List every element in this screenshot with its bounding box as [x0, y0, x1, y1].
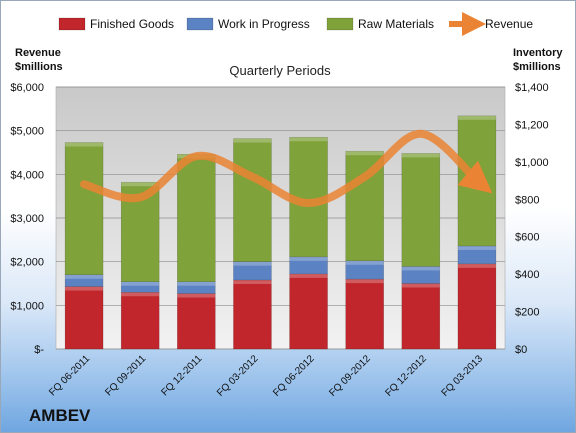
bar-segment-raw-materials: [233, 138, 272, 262]
bar-highlight: [233, 138, 272, 143]
bar-segment-finished-goods: [401, 283, 441, 350]
category-label: FQ 09-2012: [327, 353, 373, 399]
revenue-line: [80, 129, 493, 208]
chart-title: Quarterly Periods: [229, 63, 331, 78]
bar-highlight: [121, 281, 160, 286]
category-label: FQ 12-2012: [383, 353, 429, 399]
category-label: FQ 03-2013: [440, 353, 486, 399]
bar-highlight: [457, 245, 496, 250]
bar-segment-raw-materials: [401, 153, 441, 267]
bar-segment-finished-goods: [64, 286, 104, 350]
bar-highlight: [289, 256, 328, 261]
right-axis-title-line-1: Inventory: [513, 47, 563, 59]
bar-highlight: [401, 266, 440, 271]
legend-swatch-finished-goods: [58, 17, 86, 31]
bar-highlight: [233, 261, 272, 266]
bar-highlight: [401, 283, 440, 288]
company-name: AMBEV: [29, 406, 91, 425]
right-axis-title: Inventory $millions: [513, 46, 563, 74]
bar-highlight: [289, 137, 328, 142]
bar-highlight: [233, 280, 272, 285]
bar-segment-raw-materials: [177, 153, 216, 283]
left-tick-label: $5,000: [10, 126, 44, 138]
bar-highlight: [177, 293, 216, 298]
category-label: FQ 03-2012: [215, 353, 261, 399]
category-label: FQ 06-2011: [47, 353, 92, 398]
bar-segment-finished-goods: [177, 293, 216, 350]
category-label: FQ 12-2011: [159, 353, 204, 398]
legend-label: Raw Materials: [358, 17, 434, 31]
bar-highlight: [457, 263, 496, 268]
right-tick-label: $800: [515, 194, 539, 206]
bar-segment-finished-goods: [345, 278, 384, 350]
category-label: FQ 09-2011: [103, 353, 148, 398]
legend-label: Revenue: [485, 17, 533, 31]
right-tick-label: $600: [515, 232, 539, 244]
bar-highlight: [65, 286, 104, 291]
bar-highlight: [65, 142, 104, 147]
bar-highlight: [345, 260, 384, 265]
right-tick-label: $1,400: [515, 82, 549, 94]
bar-segment-finished-goods: [233, 279, 272, 350]
bar-highlight: [345, 151, 384, 156]
right-tick-label: $400: [515, 269, 539, 281]
right-tick-label: $1,200: [515, 119, 549, 131]
bar-segment-work-in-progress: [457, 245, 497, 265]
left-tick-label: $-: [34, 344, 44, 356]
bar-highlight: [65, 274, 104, 279]
right-tick-label: $0: [515, 344, 527, 356]
bar-highlight: [401, 153, 440, 158]
right-axis-title-line-2: $millions: [513, 61, 561, 73]
bar-segment-finished-goods: [289, 273, 328, 350]
legend-label: Work in Progress: [218, 17, 310, 31]
left-tick-label: $2,000: [10, 257, 44, 269]
left-tick-label: $3,000: [10, 213, 44, 225]
bar-highlight: [121, 292, 160, 297]
left-axis-title: Revenue $millions: [15, 46, 63, 74]
left-tick-label: $1,000: [10, 300, 44, 312]
right-tick-label: $1,000: [515, 157, 549, 169]
left-tick-label: $4,000: [10, 169, 44, 181]
bar-highlight: [121, 182, 160, 187]
legend-label: Finished Goods: [90, 17, 174, 31]
legend-swatch-raw-materials: [326, 17, 354, 31]
bar-highlight: [289, 273, 328, 278]
left-axis-title-line-2: $millions: [15, 61, 63, 73]
left-axis-title-line-1: Revenue: [15, 47, 61, 59]
bar-segment-raw-materials: [64, 142, 104, 276]
bar-highlight: [457, 115, 496, 120]
legend-swatch-work-in-progress: [186, 17, 214, 31]
bar-highlight: [345, 279, 384, 284]
left-tick-label: $6,000: [10, 82, 44, 94]
right-tick-label: $200: [515, 307, 539, 319]
bar-segment-finished-goods: [120, 291, 160, 350]
bar-segment-finished-goods: [457, 263, 497, 350]
category-label: FQ 06-2012: [271, 353, 317, 399]
bar-highlight: [177, 281, 216, 286]
